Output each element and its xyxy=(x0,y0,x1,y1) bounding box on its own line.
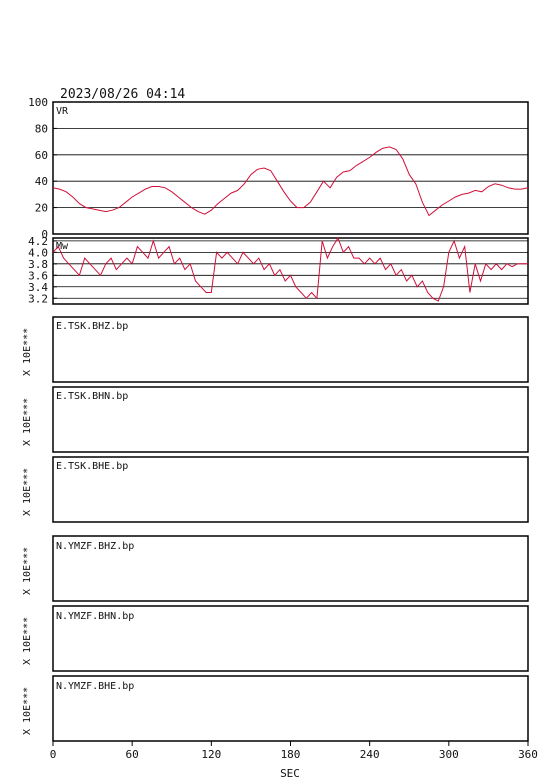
x-tick-label: 360 xyxy=(518,748,538,761)
x-tick-label: 300 xyxy=(439,748,459,761)
scale-label: X 10E*** xyxy=(22,617,33,665)
mw-y-tick-label: 3.6 xyxy=(28,269,48,282)
mw-y-tick-label: 3.4 xyxy=(28,281,48,294)
scale-label: X 10E*** xyxy=(22,398,33,446)
waveform-frame xyxy=(52,605,529,672)
waveform-frame xyxy=(52,386,529,453)
channel-label: E.TSK.BHE.bp xyxy=(56,461,128,472)
datetime-label: 2023/08/26 04:14 xyxy=(60,87,185,102)
x-tick-label: 240 xyxy=(360,748,380,761)
x-ticks: 0 60 120 180 240 300 360 xyxy=(50,741,538,761)
x-tick-label: 60 xyxy=(126,748,139,761)
channel-label: N.YMZF.BHZ.bp xyxy=(56,541,134,552)
waveform-panel-e-tsk-bhe: E.TSK.BHE.bp X 10E*** xyxy=(22,456,529,523)
mw-panel: 4.24.03.83.63.43.2 Mw xyxy=(28,235,529,305)
mw-y-tick-label: 4.0 xyxy=(28,246,48,259)
mw-y-tick-label: 3.2 xyxy=(28,292,48,305)
scale-label: X 10E*** xyxy=(22,687,33,735)
x-tick-label: 0 xyxy=(50,748,57,761)
channel-label: E.TSK.BHZ.bp xyxy=(56,321,128,332)
vr-y-tick-label: 20 xyxy=(35,202,48,215)
waveform-panel-e-tsk-bhn: E.TSK.BHN.bp X 10E*** xyxy=(22,386,529,453)
channel-label: N.YMZF.BHE.bp xyxy=(56,681,134,692)
waveform-panel-n-ymzf-bhe: N.YMZF.BHE.bp X 10E*** xyxy=(22,675,529,742)
vr-panel: 100 80 60 40 20 0 VR xyxy=(28,96,529,241)
channel-label: E.TSK.BHN.bp xyxy=(56,391,128,402)
waveform-frame xyxy=(52,456,529,523)
vr-grid xyxy=(53,127,528,209)
mw-series-line xyxy=(52,236,528,302)
mw-panel-label: Mw xyxy=(56,241,69,252)
x-tick-label: 120 xyxy=(201,748,221,761)
waveform-panel-n-ymzf-bhn: N.YMZF.BHN.bp X 10E*** xyxy=(22,605,529,672)
waveform-frame xyxy=(52,316,529,383)
vr-panel-label: VR xyxy=(56,106,69,117)
vr-y-tick-label: 100 xyxy=(28,96,48,109)
mw-y-tick-label: 3.8 xyxy=(28,258,48,271)
scale-label: X 10E*** xyxy=(22,328,33,376)
channel-label: N.YMZF.BHN.bp xyxy=(56,611,134,622)
vr-frame xyxy=(52,101,529,235)
waveform-panel-n-ymzf-bhz: N.YMZF.BHZ.bp X 10E*** xyxy=(22,535,529,602)
waveform-panel-e-tsk-bhz: E.TSK.BHZ.bp X 10E*** xyxy=(22,316,529,383)
vr-y-tick-label: 0 xyxy=(41,228,48,241)
mw-y-ticks: 4.24.03.83.63.43.2 xyxy=(28,235,57,305)
vr-y-ticks: 100 80 60 40 20 0 xyxy=(28,96,57,241)
mw-frame xyxy=(52,237,529,305)
vr-y-tick-label: 80 xyxy=(35,122,48,135)
waveform-frame xyxy=(52,535,529,602)
vr-y-tick-label: 60 xyxy=(35,149,48,162)
x-axis: 0 60 120 180 240 300 360 SEC xyxy=(50,740,538,780)
vr-y-tick-label: 40 xyxy=(35,175,48,188)
x-axis-label: SEC xyxy=(280,767,300,780)
scale-label: X 10E*** xyxy=(22,547,33,595)
x-tick-label: 180 xyxy=(281,748,301,761)
mw-y-tick-label: 4.2 xyxy=(28,235,48,248)
vr-series-line xyxy=(52,146,529,217)
scale-label: X 10E*** xyxy=(22,468,33,516)
